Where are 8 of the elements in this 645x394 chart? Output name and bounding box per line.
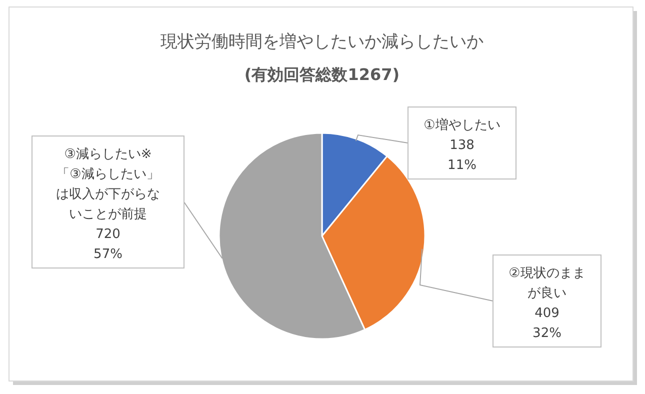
chart-subtitle: (有効回答総数1267) <box>244 65 400 84</box>
data-label: 409 32% <box>532 306 562 341</box>
chart-title: 現状労働時間を増やしたいか減らしたいか <box>160 32 484 52</box>
data-label: 720 57% <box>94 227 122 262</box>
data-label: 138 11% <box>448 138 476 173</box>
slice-label: ②現状のままが良い <box>508 266 586 301</box>
slice-label: ①増やしたい <box>424 117 500 133</box>
slice-label: ③減らしたい※「③減らしたい」は収入が下がらないことが前提 <box>56 147 160 222</box>
